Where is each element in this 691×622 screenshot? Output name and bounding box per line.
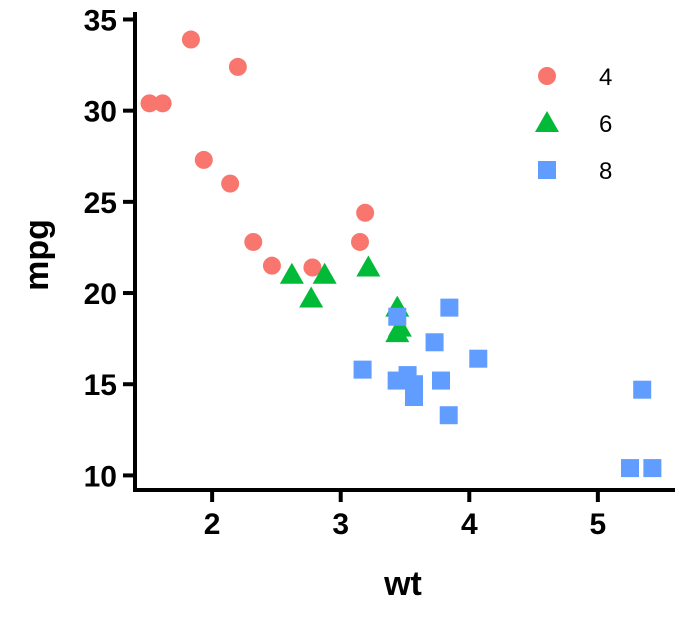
data-point-cyl-4: [244, 232, 263, 251]
data-point-cyl-8: [440, 298, 459, 317]
y-axis-title: mpg: [18, 219, 56, 291]
data-point-cyl-6: [279, 262, 304, 284]
legend-key-8: [538, 161, 556, 179]
y-tick-label: 35: [84, 4, 117, 37]
axes: 2 3 4 5 10 15 20 25 30 35: [84, 4, 675, 541]
data-point-cyl-4: [221, 174, 240, 193]
y-tick-label: 20: [84, 278, 117, 311]
data-point-cyl-8: [633, 380, 652, 399]
data-point-cyl-4: [356, 203, 375, 222]
data-point-cyl-4: [228, 57, 247, 76]
data-point-cyl-4: [262, 256, 281, 275]
y-tick-label: 10: [84, 460, 117, 493]
x-tick-label: 5: [590, 508, 607, 541]
y-tick-label: 15: [84, 369, 117, 402]
data-point-cyl-8: [643, 459, 662, 478]
data-point-cyl-6: [299, 286, 324, 308]
x-axis-title: wt: [383, 565, 422, 603]
data-point-cyl-8: [439, 406, 458, 425]
data-point-cyl-8: [432, 371, 450, 390]
legend-key-4: [538, 67, 556, 85]
data-point-cyl-4: [194, 150, 213, 169]
x-tick-label: 3: [332, 508, 349, 541]
x-tick-label: 4: [461, 508, 478, 541]
data-point-cyl-8: [469, 349, 488, 368]
y-tick-label: 25: [84, 187, 117, 220]
legend-key-6: [535, 111, 559, 132]
legend-label-8: 8: [599, 158, 612, 185]
data-point-cyl-4: [351, 232, 369, 251]
data-point-cyl-8: [425, 333, 444, 352]
data-point-cyl-6: [312, 262, 337, 284]
legend-label-6: 6: [599, 111, 612, 138]
data-point-cyl-8: [405, 375, 423, 394]
data-points: [140, 30, 662, 478]
legend-label-4: 4: [599, 64, 612, 91]
data-point-cyl-8: [388, 307, 407, 326]
data-point-cyl-8: [353, 360, 372, 379]
x-tick-label: 2: [204, 508, 221, 541]
data-point-cyl-4: [153, 94, 172, 113]
data-point-cyl-6: [356, 255, 381, 277]
data-point-cyl-8: [621, 459, 639, 478]
y-tick-label: 30: [84, 96, 117, 129]
data-point-cyl-4: [181, 30, 200, 49]
data-point-cyl-6: [387, 315, 412, 337]
data-point-cyl-4: [303, 258, 322, 277]
data-point-cyl-4: [140, 94, 159, 113]
legend: 4 6 8: [535, 64, 612, 185]
